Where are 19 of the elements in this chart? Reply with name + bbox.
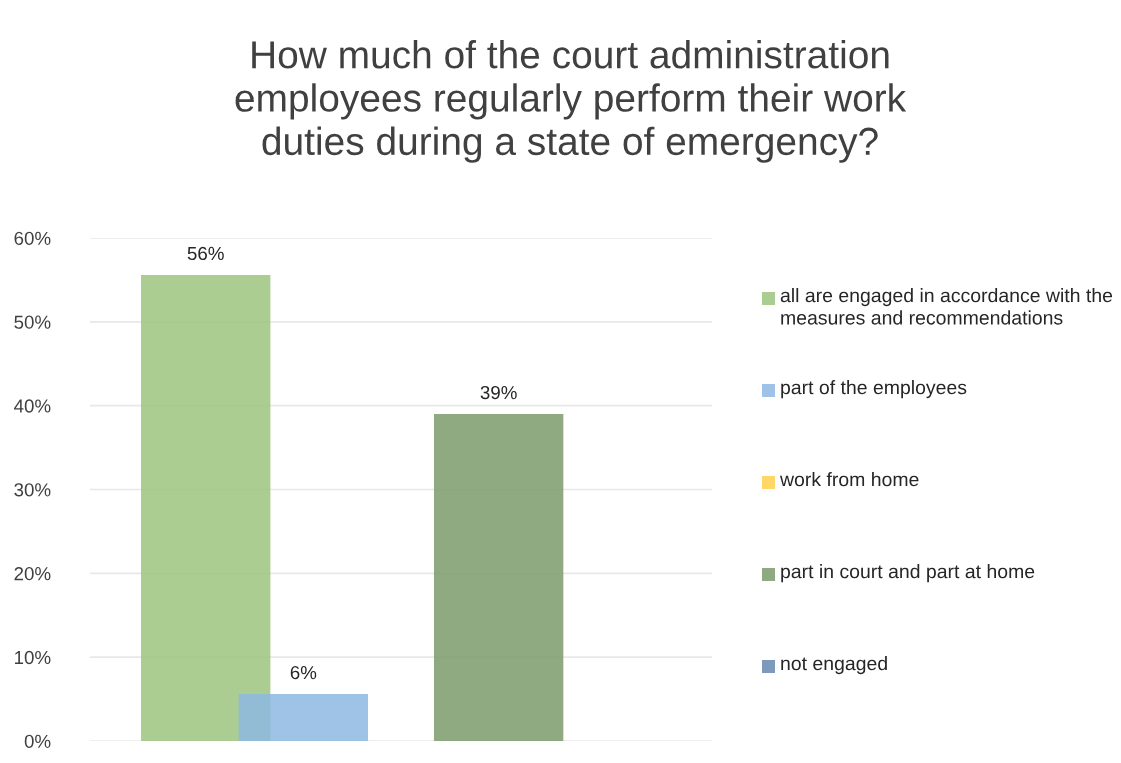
data-label: 6% — [290, 665, 317, 680]
y-tick-label: 0% — [24, 734, 51, 748]
legend-label: part of the employees — [781, 380, 967, 399]
y-tick-label: 40% — [14, 399, 51, 413]
bar — [238, 694, 369, 741]
legend-label: work from home — [779, 472, 919, 487]
legend-label: part in court and part at home — [781, 564, 1035, 583]
legend-label: not engaged — [781, 656, 887, 675]
y-tick-label: 30% — [14, 483, 51, 497]
y-tick-label: 10% — [15, 650, 51, 665]
y-tick-label: 50% — [14, 315, 51, 329]
y-tick-label: 20% — [14, 567, 51, 581]
bar — [141, 274, 271, 741]
legend-label: all are engaged in accordance with the measures and recommendations — [780, 288, 1113, 325]
data-label: 39% — [480, 385, 517, 400]
data-label: 56% — [187, 246, 224, 261]
y-tick-label: 60% — [14, 231, 51, 245]
bar — [433, 414, 564, 741]
chart-title: How much of the court administration employees regularly perform their work duties during a state of emergency? — [235, 40, 907, 163]
